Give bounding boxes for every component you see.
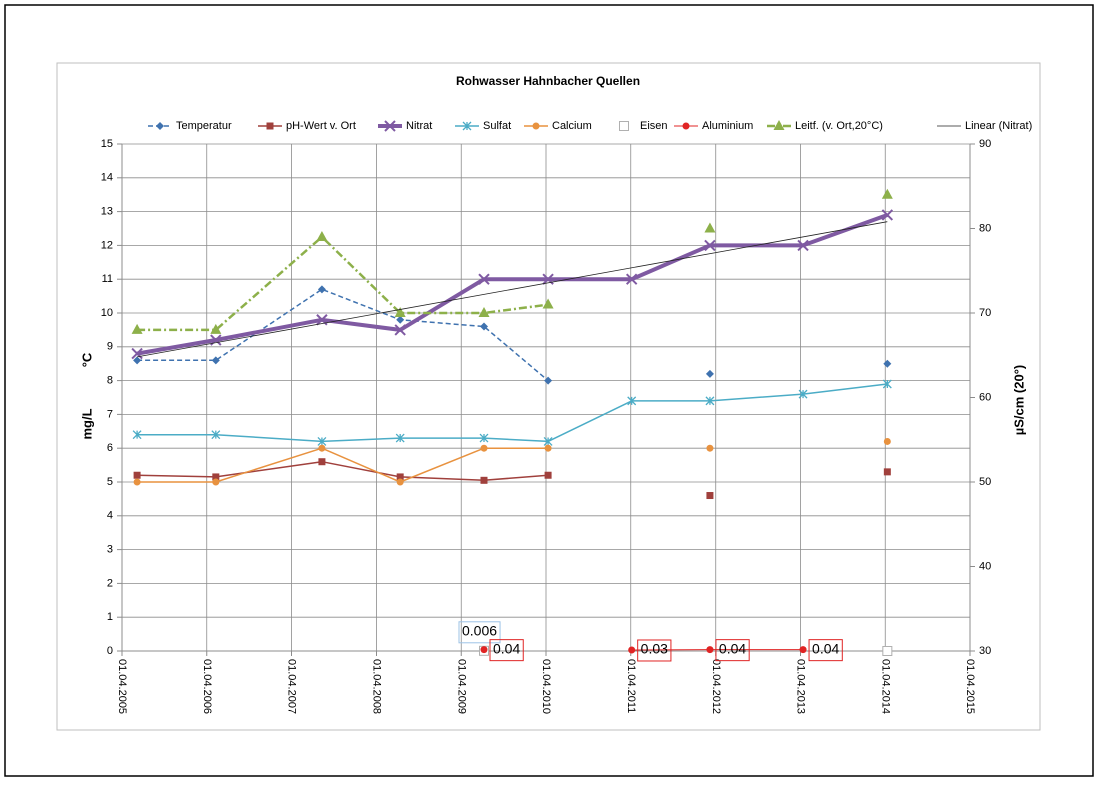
y2-tick-label: 80	[979, 222, 991, 234]
marker	[706, 445, 713, 452]
legend-marker	[620, 122, 629, 131]
x-tick-label: 01.04.2010	[540, 659, 552, 714]
legend-marker	[533, 123, 540, 130]
y2-tick-label: 90	[979, 138, 991, 150]
y-tick-label: 15	[101, 138, 113, 150]
y-axis-label: °C	[79, 352, 94, 367]
y-tick-label: 8	[107, 375, 113, 387]
marker	[481, 445, 488, 452]
legend-marker	[267, 123, 274, 130]
marker	[545, 445, 552, 452]
y-tick-label: 13	[101, 206, 113, 218]
x-tick-label: 01.04.2014	[879, 659, 891, 714]
y-tick-label: 6	[107, 442, 113, 454]
y2-tick-label: 70	[979, 307, 991, 319]
legend-label: Sulfat	[483, 120, 511, 132]
x-tick-label: 01.04.2015	[964, 659, 976, 714]
y-tick-label: 7	[107, 408, 113, 420]
marker	[397, 479, 404, 486]
y-tick-label: 10	[101, 307, 113, 319]
x-tick-label: 01.04.2006	[201, 659, 213, 714]
y2-tick-label: 50	[979, 476, 991, 488]
marker	[212, 479, 219, 486]
y-tick-label: 4	[107, 510, 113, 522]
legend-label: Leitf. (v. Ort,20°C)	[795, 120, 883, 132]
x-tick-label: 01.04.2011	[625, 659, 637, 713]
x-tick-label: 01.04.2013	[795, 659, 807, 714]
y-tick-label: 12	[101, 239, 113, 251]
x-tick-label: 01.04.2008	[371, 659, 383, 714]
legend-label: pH-Wert v. Ort	[286, 120, 356, 132]
x-tick-label: 01.04.2009	[455, 659, 467, 714]
data-label: 0.04	[719, 640, 746, 656]
data-label: 0.04	[493, 640, 520, 656]
marker	[134, 479, 141, 486]
y-tick-label: 14	[101, 172, 113, 184]
y-tick-label: 11	[102, 273, 113, 285]
x-tick-label: 01.04.2007	[286, 659, 298, 714]
marker	[481, 477, 488, 484]
y-tick-label: 3	[107, 544, 113, 556]
data-label: 0.04	[812, 640, 839, 656]
x-tick-label: 01.04.2005	[116, 659, 128, 714]
legend-label: Linear (Nitrat)	[965, 120, 1032, 132]
data-label: 0.03	[641, 641, 668, 657]
marker	[545, 472, 552, 479]
legend-marker	[683, 123, 690, 130]
legend-label: Aluminium	[702, 120, 753, 132]
data-label: 0.006	[462, 623, 497, 639]
legend-label: Temperatur	[176, 120, 232, 132]
marker	[318, 445, 325, 452]
marker	[318, 458, 325, 465]
legend-label: Nitrat	[406, 120, 432, 132]
marker	[884, 468, 891, 475]
y2-axis-label: µS/cm (20°)	[1011, 365, 1026, 436]
y2-tick-label: 30	[979, 645, 991, 657]
marker	[706, 492, 713, 499]
y-tick-label: 1	[107, 611, 113, 623]
y-tick-label: 2	[107, 577, 113, 589]
marker	[883, 647, 892, 656]
marker	[800, 646, 807, 653]
legend-label: Eisen	[640, 120, 668, 132]
y2-tick-label: 40	[979, 560, 991, 572]
chart-area	[57, 63, 1040, 730]
marker	[884, 438, 891, 445]
y-axis-label: mg/L	[79, 408, 94, 439]
y-tick-label: 0	[107, 645, 113, 657]
chart-title: Rohwasser Hahnbacher Quellen	[456, 74, 640, 88]
marker	[481, 646, 488, 653]
x-tick-label: 01.04.2012	[710, 659, 722, 714]
y-tick-label: 5	[107, 476, 113, 488]
marker	[134, 472, 141, 479]
y-tick-label: 9	[107, 341, 113, 353]
marker	[706, 646, 713, 653]
legend-label: Calcium	[552, 120, 592, 132]
y2-tick-label: 60	[979, 391, 991, 403]
marker	[628, 646, 635, 653]
